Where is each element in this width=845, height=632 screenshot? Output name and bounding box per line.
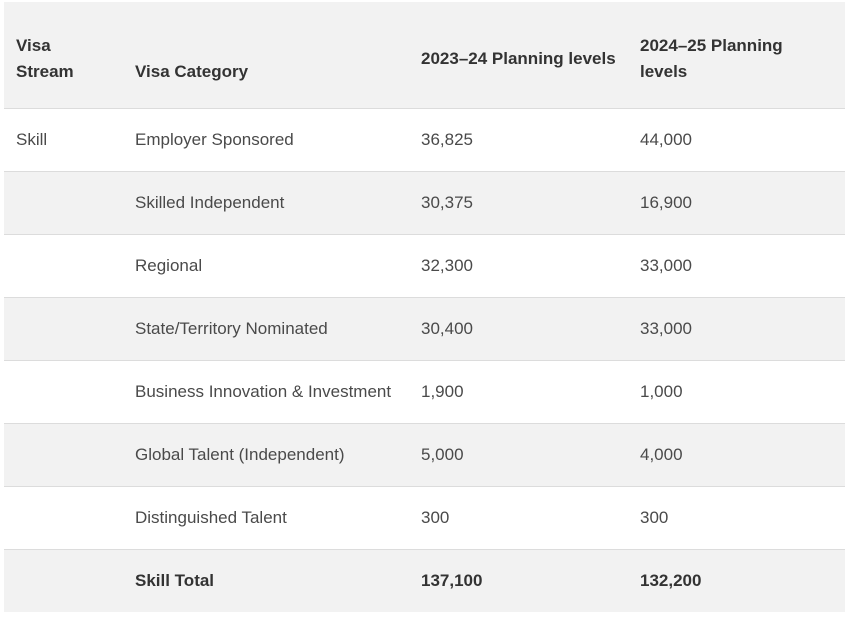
cell-visa-category: State/Territory Nominated	[123, 297, 409, 361]
table-row: Global Talent (Independent) 5,000 4,000	[4, 423, 845, 487]
cell-visa-stream	[4, 423, 123, 487]
cell-2023-24: 300	[409, 486, 628, 550]
header-visa-category: Visa Category	[123, 2, 409, 109]
cell-2024-25: 300	[628, 486, 845, 550]
cell-2024-25: 1,000	[628, 360, 845, 424]
cell-visa-category: Regional	[123, 234, 409, 298]
cell-visa-stream	[4, 360, 123, 424]
cell-visa-category: Distinguished Talent	[123, 486, 409, 550]
table-row: Distinguished Talent 300 300	[4, 486, 845, 550]
cell-2024-25: 33,000	[628, 297, 845, 361]
cell-2024-25: 4,000	[628, 423, 845, 487]
header-row: Visa Stream Visa Category 2023–24 Planni…	[4, 2, 845, 109]
cell-2023-24: 1,900	[409, 360, 628, 424]
cell-total-2024-25: 132,200	[628, 549, 845, 612]
cell-2023-24: 5,000	[409, 423, 628, 487]
table-row: Business Innovation & Investment 1,900 1…	[4, 360, 845, 424]
cell-2023-24: 32,300	[409, 234, 628, 298]
cell-visa-category: Business Innovation & Investment	[123, 360, 409, 424]
visa-planning-table-container: Visa Stream Visa Category 2023–24 Planni…	[4, 2, 845, 612]
table-row: Skill Employer Sponsored 36,825 44,000	[4, 108, 845, 172]
cell-2024-25: 16,900	[628, 171, 845, 235]
cell-visa-stream	[4, 234, 123, 298]
cell-2023-24: 30,375	[409, 171, 628, 235]
table-body: Skill Employer Sponsored 36,825 44,000 S…	[4, 108, 845, 612]
table-row: Skilled Independent 30,375 16,900	[4, 171, 845, 235]
cell-visa-stream	[4, 171, 123, 235]
cell-visa-stream	[4, 297, 123, 361]
cell-visa-stream: Skill	[4, 108, 123, 172]
cell-total-visa-stream	[4, 549, 123, 612]
visa-planning-table: Visa Stream Visa Category 2023–24 Planni…	[4, 2, 845, 612]
table-total-row: Skill Total 137,100 132,200	[4, 549, 845, 612]
table-row: State/Territory Nominated 30,400 33,000	[4, 297, 845, 361]
cell-2023-24: 30,400	[409, 297, 628, 361]
table-row: Regional 32,300 33,000	[4, 234, 845, 298]
header-2024-25-planning-levels: 2024–25 Planning levels	[628, 2, 845, 109]
cell-visa-category: Skilled Independent	[123, 171, 409, 235]
header-2023-24-planning-levels: 2023–24 Planning levels	[409, 2, 628, 109]
cell-total-2023-24: 137,100	[409, 549, 628, 612]
cell-total-label: Skill Total	[123, 549, 409, 612]
cell-visa-category: Employer Sponsored	[123, 108, 409, 172]
cell-2024-25: 44,000	[628, 108, 845, 172]
cell-visa-category: Global Talent (Independent)	[123, 423, 409, 487]
cell-2024-25: 33,000	[628, 234, 845, 298]
header-visa-stream: Visa Stream	[4, 2, 123, 109]
cell-visa-stream	[4, 486, 123, 550]
table-header: Visa Stream Visa Category 2023–24 Planni…	[4, 2, 845, 109]
cell-2023-24: 36,825	[409, 108, 628, 172]
